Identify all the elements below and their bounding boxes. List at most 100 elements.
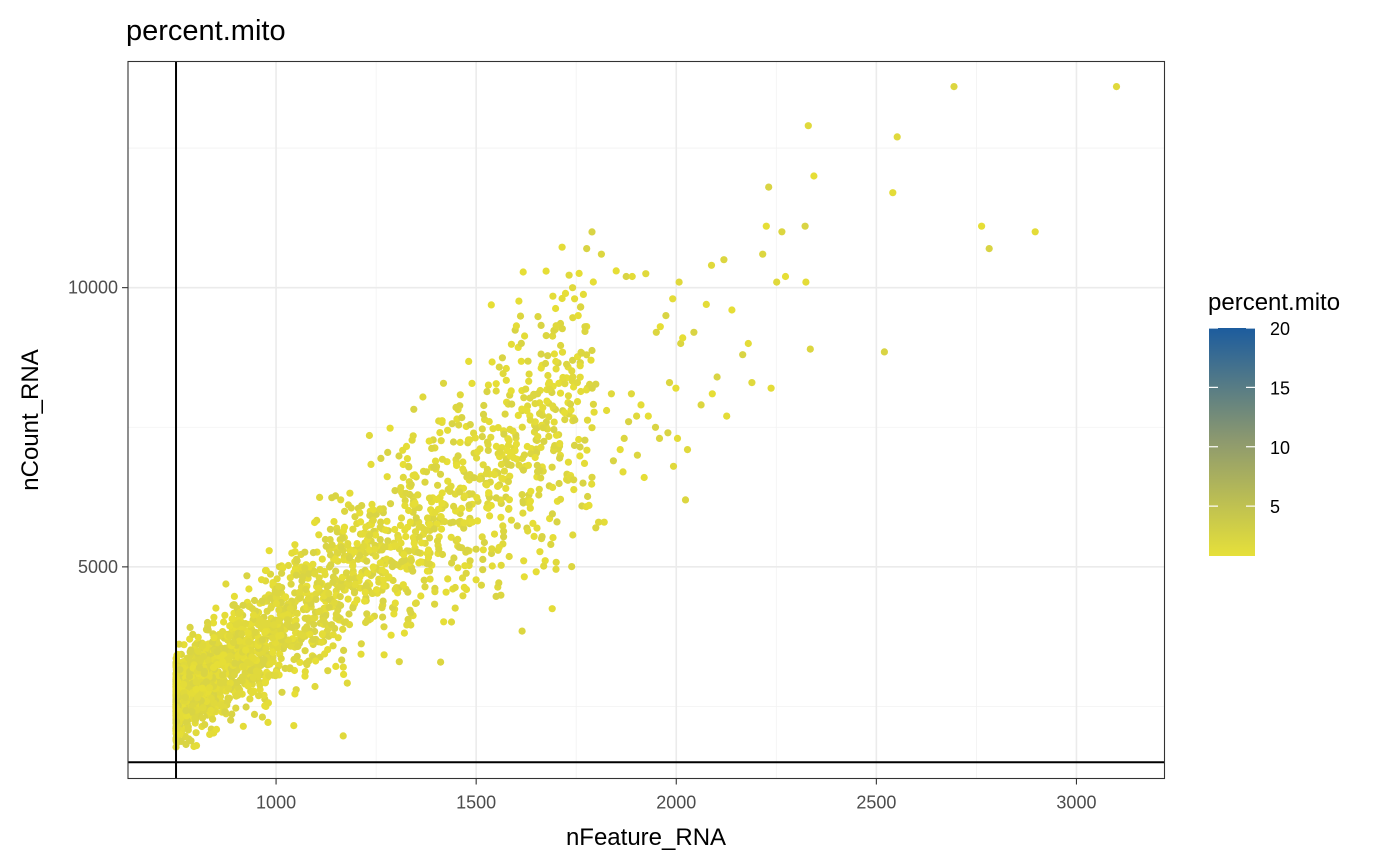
- data-point: [483, 388, 491, 396]
- data-point: [251, 628, 259, 637]
- data-point: [527, 487, 535, 495]
- data-point: [430, 463, 438, 471]
- data-point: [255, 692, 263, 700]
- data-point: [346, 489, 354, 497]
- data-point: [419, 393, 427, 401]
- data-point: [656, 323, 664, 331]
- data-point: [544, 371, 552, 380]
- data-point: [564, 392, 573, 400]
- data-point: [609, 457, 618, 465]
- data-point: [264, 699, 272, 707]
- data-point: [269, 648, 277, 657]
- data-point: [312, 657, 320, 665]
- data-point: [519, 268, 527, 276]
- data-point: [893, 133, 901, 141]
- data-point: [201, 721, 209, 729]
- data-point: [607, 390, 616, 398]
- data-point: [575, 269, 583, 277]
- data-point: [781, 272, 790, 281]
- data-point: [411, 499, 419, 507]
- x-tick-label: 2500: [856, 793, 896, 813]
- data-point: [391, 599, 399, 607]
- data-point: [439, 379, 448, 387]
- data-point: [728, 306, 736, 314]
- data-point: [219, 658, 227, 666]
- data-point: [377, 454, 385, 462]
- data-point: [588, 480, 596, 488]
- data-point: [681, 496, 690, 504]
- data-point: [570, 486, 578, 494]
- data-point: [458, 504, 466, 512]
- data-point: [384, 537, 392, 545]
- data-point: [536, 410, 544, 418]
- data-point: [569, 356, 577, 364]
- data-point: [357, 640, 365, 648]
- data-point: [357, 518, 365, 526]
- data-point: [478, 425, 486, 433]
- data-point: [198, 642, 207, 650]
- data-point: [266, 660, 274, 668]
- data-point: [282, 593, 290, 601]
- data-point: [520, 573, 528, 581]
- data-point: [176, 730, 184, 738]
- data-point: [501, 410, 509, 418]
- data-point: [504, 447, 512, 455]
- data-point: [438, 550, 447, 559]
- data-point: [491, 471, 499, 479]
- x-axis: 1000 1500 2000 2500 3000: [256, 778, 1096, 813]
- data-point: [619, 468, 627, 476]
- data-point: [557, 341, 565, 350]
- data-point: [337, 543, 345, 551]
- data-point: [247, 666, 255, 675]
- data-point: [409, 567, 417, 575]
- data-point: [198, 714, 207, 722]
- data-point: [325, 603, 333, 611]
- data-point: [351, 588, 359, 596]
- data-point: [358, 530, 366, 538]
- data-point: [342, 569, 351, 577]
- data-point: [519, 466, 528, 474]
- data-point: [338, 583, 346, 591]
- data-point: [321, 650, 329, 658]
- data-point: [552, 357, 560, 366]
- data-point: [296, 594, 304, 602]
- data-point: [261, 628, 269, 636]
- data-point: [410, 405, 418, 413]
- data-point: [260, 691, 268, 699]
- data-point: [379, 597, 387, 605]
- data-point: [563, 360, 571, 368]
- data-point: [549, 483, 557, 491]
- data-point: [484, 446, 492, 454]
- data-point: [426, 575, 434, 583]
- data-point: [371, 545, 379, 553]
- data-point: [473, 448, 481, 456]
- data-point: [356, 573, 364, 581]
- data-point: [577, 387, 585, 396]
- data-point: [262, 566, 270, 575]
- data-point: [245, 638, 253, 646]
- data-point: [425, 437, 433, 445]
- data-point: [461, 492, 469, 500]
- data-point: [339, 527, 347, 535]
- data-point: [304, 595, 312, 603]
- data-point: [765, 183, 773, 191]
- data-point: [431, 508, 439, 517]
- data-point: [341, 507, 349, 515]
- data-point: [804, 122, 812, 130]
- data-point: [240, 662, 248, 671]
- data-point: [437, 525, 446, 533]
- legend-ticks: 5 10 15 20: [1209, 319, 1290, 517]
- data-point: [759, 250, 767, 258]
- data-point: [249, 673, 257, 682]
- data-point: [337, 601, 345, 610]
- data-point: [293, 622, 301, 630]
- data-point: [224, 697, 232, 705]
- data-point: [373, 586, 381, 594]
- data-point: [665, 379, 674, 387]
- data-point: [329, 642, 337, 650]
- data-point: [199, 652, 208, 661]
- data-point: [362, 581, 370, 589]
- data-point: [273, 589, 281, 597]
- x-tick-label: 1000: [256, 793, 296, 813]
- data-point: [301, 625, 309, 633]
